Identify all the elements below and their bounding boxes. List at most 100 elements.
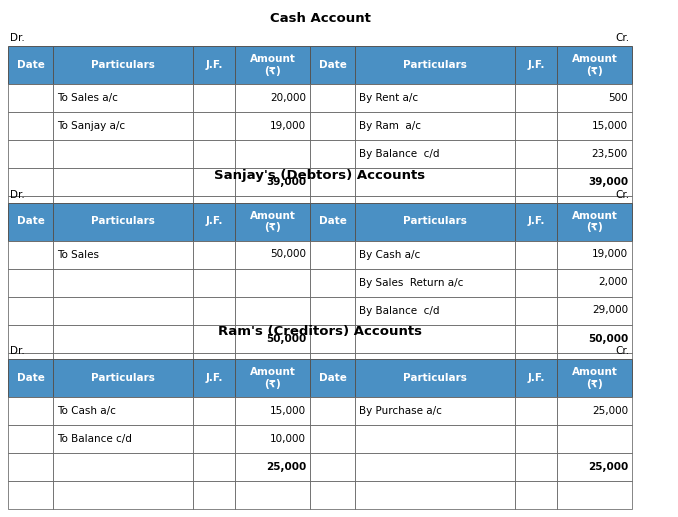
Bar — [557, 268, 632, 297]
Bar — [193, 481, 235, 509]
Bar — [557, 425, 632, 453]
Bar — [8, 325, 53, 353]
Bar — [8, 140, 53, 168]
Bar — [53, 297, 193, 325]
Text: J.F.: J.F. — [527, 60, 544, 70]
Bar — [193, 359, 235, 397]
Bar — [8, 353, 53, 381]
Text: 15,000: 15,000 — [592, 121, 628, 131]
Bar — [235, 168, 310, 196]
Bar — [53, 453, 193, 481]
Bar — [355, 46, 515, 84]
Text: J.F.: J.F. — [205, 60, 223, 70]
Text: Cr.: Cr. — [616, 346, 630, 356]
Text: Date: Date — [16, 373, 45, 383]
Bar — [53, 481, 193, 509]
Bar — [8, 168, 53, 196]
Bar — [310, 297, 355, 325]
Bar — [53, 325, 193, 353]
Text: 19,000: 19,000 — [270, 121, 306, 131]
Bar — [515, 84, 557, 112]
Bar — [310, 140, 355, 168]
Text: 15,000: 15,000 — [270, 406, 306, 416]
Bar — [355, 140, 515, 168]
Bar — [515, 325, 557, 353]
Bar — [557, 196, 632, 224]
Bar — [515, 453, 557, 481]
Text: Dr.: Dr. — [10, 346, 25, 356]
Bar — [53, 359, 193, 397]
Bar — [235, 203, 310, 240]
Bar — [193, 168, 235, 196]
Bar — [310, 46, 355, 84]
Bar — [235, 425, 310, 453]
Bar — [515, 203, 557, 240]
Bar — [8, 46, 53, 84]
Text: 50,000: 50,000 — [266, 333, 306, 343]
Bar — [53, 268, 193, 297]
Bar — [53, 46, 193, 84]
Text: By Purchase a/c: By Purchase a/c — [359, 406, 442, 416]
Text: 25,000: 25,000 — [266, 462, 306, 472]
Bar — [515, 297, 557, 325]
Bar — [235, 325, 310, 353]
Bar — [515, 359, 557, 397]
Bar — [193, 268, 235, 297]
Text: 39,000: 39,000 — [588, 177, 628, 187]
Bar — [193, 353, 235, 381]
Bar — [235, 397, 310, 425]
Text: J.F.: J.F. — [527, 373, 544, 383]
Bar — [235, 46, 310, 84]
Bar — [235, 268, 310, 297]
Text: 25,000: 25,000 — [588, 462, 628, 472]
Bar — [310, 353, 355, 381]
Bar — [515, 46, 557, 84]
Bar — [8, 196, 53, 224]
Bar — [557, 240, 632, 268]
Bar — [8, 112, 53, 140]
Text: To Sanjay a/c: To Sanjay a/c — [57, 121, 125, 131]
Bar — [53, 425, 193, 453]
Bar — [355, 112, 515, 140]
Text: Particulars: Particulars — [91, 373, 155, 383]
Bar — [8, 268, 53, 297]
Bar — [193, 325, 235, 353]
Text: Amount
(₹): Amount (₹) — [250, 54, 296, 76]
Text: Particulars: Particulars — [91, 60, 155, 70]
Text: By Balance  c/d: By Balance c/d — [359, 149, 439, 159]
Text: 20,000: 20,000 — [270, 93, 306, 103]
Bar — [193, 196, 235, 224]
Bar — [310, 425, 355, 453]
Bar — [515, 425, 557, 453]
Bar — [355, 168, 515, 196]
Bar — [310, 359, 355, 397]
Text: Cr.: Cr. — [616, 33, 630, 43]
Bar — [355, 196, 515, 224]
Text: 39,000: 39,000 — [266, 177, 306, 187]
Text: Particulars: Particulars — [91, 217, 155, 226]
Bar — [557, 397, 632, 425]
Bar — [53, 112, 193, 140]
Text: J.F.: J.F. — [205, 373, 223, 383]
Text: To Sales a/c: To Sales a/c — [57, 93, 118, 103]
Bar — [355, 397, 515, 425]
Bar — [515, 353, 557, 381]
Bar — [193, 397, 235, 425]
Bar — [53, 168, 193, 196]
Bar — [193, 297, 235, 325]
Bar — [310, 84, 355, 112]
Text: To Cash a/c: To Cash a/c — [57, 406, 116, 416]
Text: 500: 500 — [608, 93, 628, 103]
Bar — [557, 84, 632, 112]
Text: Date: Date — [16, 60, 45, 70]
Bar — [8, 425, 53, 453]
Bar — [235, 353, 310, 381]
Text: Amount
(₹): Amount (₹) — [250, 367, 296, 389]
Text: By Sales  Return a/c: By Sales Return a/c — [359, 278, 463, 287]
Bar — [355, 203, 515, 240]
Bar — [235, 196, 310, 224]
Text: To Sales: To Sales — [57, 250, 99, 260]
Text: By Balance  c/d: By Balance c/d — [359, 306, 439, 315]
Bar — [557, 168, 632, 196]
Bar — [310, 268, 355, 297]
